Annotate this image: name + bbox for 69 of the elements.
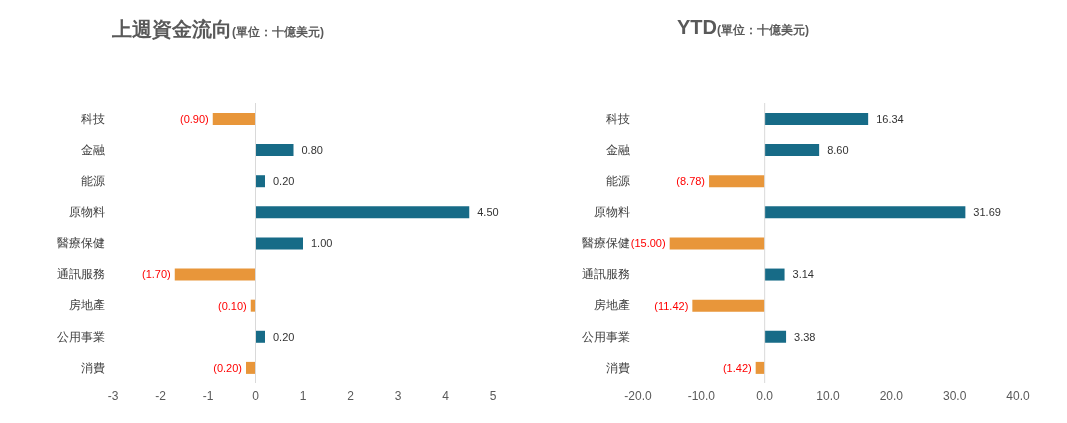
x-tick-label: 4 bbox=[442, 388, 450, 403]
x-tick-label: 0 bbox=[252, 388, 260, 403]
bar bbox=[255, 237, 303, 250]
y-tick-label: 房地產 bbox=[594, 298, 630, 313]
chart-title: YTD bbox=[677, 16, 717, 38]
y-tick-label: 公用事業 bbox=[582, 329, 630, 344]
x-tick-label: -1 bbox=[202, 388, 214, 403]
x-tick-label: 5 bbox=[489, 388, 497, 403]
y-tick-label: 原物料 bbox=[69, 205, 105, 220]
data-label: 0.20 bbox=[273, 330, 295, 343]
bar bbox=[692, 299, 765, 312]
y-tick-label: 通訊服務 bbox=[582, 267, 630, 282]
y-tick-label: 醫療保健 bbox=[582, 236, 630, 251]
data-label: 3.38 bbox=[794, 330, 816, 343]
bar bbox=[764, 144, 820, 157]
x-tick-label: -2 bbox=[155, 388, 167, 403]
bar bbox=[212, 113, 256, 125]
bar bbox=[255, 144, 294, 157]
y-tick-label: 金融 bbox=[606, 142, 630, 157]
data-label: (11.42) bbox=[654, 299, 689, 312]
bar bbox=[709, 175, 765, 188]
x-tick-label: -10.0 bbox=[687, 388, 716, 403]
chart-subtitle: (單位：十億美元) bbox=[232, 25, 324, 39]
data-label: (0.90) bbox=[180, 112, 209, 125]
chart-subtitle: (單位：十億美元) bbox=[717, 23, 809, 37]
data-label: 8.60 bbox=[827, 143, 849, 156]
y-tick-label: 金融 bbox=[81, 142, 105, 157]
data-label: 0.20 bbox=[273, 175, 295, 188]
y-tick-label: 公用事業 bbox=[57, 329, 105, 344]
y-tick-label: 能源 bbox=[81, 174, 105, 189]
data-label: 31.69 bbox=[973, 206, 1001, 219]
y-tick-label: 原物料 bbox=[594, 205, 630, 220]
x-tick-label: 1 bbox=[299, 388, 307, 403]
data-label: (1.42) bbox=[722, 361, 752, 374]
x-tick-label: 20.0 bbox=[879, 388, 904, 403]
bar bbox=[174, 268, 256, 281]
x-tick-label: 40.0 bbox=[1006, 388, 1030, 403]
y-tick-label: 消費 bbox=[81, 360, 105, 375]
bar bbox=[764, 330, 787, 343]
data-label: 0.80 bbox=[301, 143, 323, 156]
y-tick-label: 科技 bbox=[606, 111, 630, 126]
data-label: (0.20) bbox=[213, 361, 242, 374]
x-tick-label: -3 bbox=[107, 388, 119, 403]
x-tick-label: 3 bbox=[394, 388, 402, 403]
y-tick-label: 消費 bbox=[606, 360, 630, 375]
x-tick-label: 0.0 bbox=[756, 388, 774, 403]
bar bbox=[764, 206, 966, 219]
y-tick-label: 能源 bbox=[606, 174, 630, 189]
bar bbox=[764, 113, 869, 125]
data-label: (8.78) bbox=[676, 175, 706, 188]
y-tick-label: 通訊服務 bbox=[57, 267, 105, 282]
chart-title: 上週資金流向 bbox=[112, 18, 232, 40]
x-tick-label: 2 bbox=[347, 388, 355, 403]
x-tick-label: -20.0 bbox=[624, 388, 652, 403]
bar bbox=[255, 206, 470, 219]
data-label: 4.50 bbox=[477, 206, 499, 219]
data-label: (15.00) bbox=[630, 237, 666, 250]
data-label: (1.70) bbox=[142, 268, 171, 281]
y-tick-label: 科技 bbox=[81, 111, 105, 126]
x-tick-label: 10.0 bbox=[816, 388, 840, 403]
data-label: 3.14 bbox=[792, 268, 814, 281]
bar bbox=[669, 237, 765, 250]
data-label: 16.34 bbox=[876, 112, 904, 125]
y-tick-label: 房地產 bbox=[69, 298, 105, 313]
y-tick-label: 醫療保健 bbox=[57, 236, 105, 251]
data-label: 1.00 bbox=[311, 237, 333, 250]
bar bbox=[764, 268, 785, 281]
data-label: (0.10) bbox=[218, 299, 247, 312]
x-tick-label: 30.0 bbox=[942, 388, 967, 403]
